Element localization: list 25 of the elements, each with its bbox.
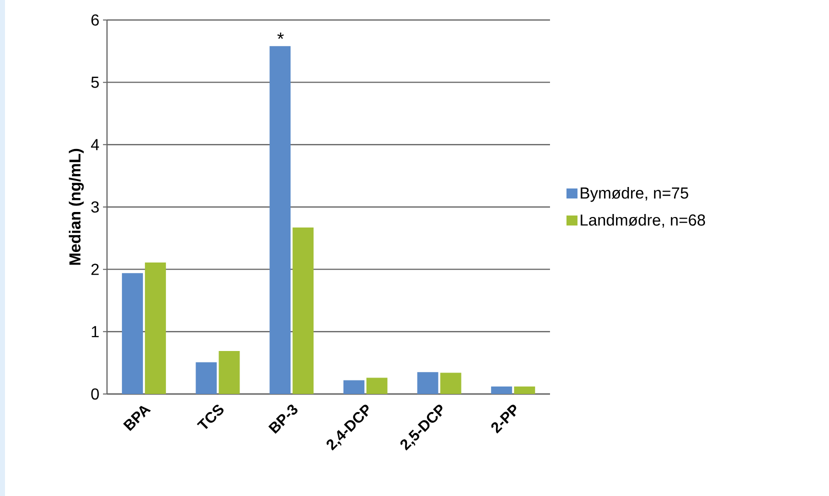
- bar: [270, 46, 291, 394]
- x-tick-label: TCS: [196, 404, 224, 430]
- bar: [343, 380, 364, 394]
- y-tick-label: 4: [90, 139, 100, 150]
- y-tick-label: 0: [91, 388, 99, 400]
- bar: [218, 350, 240, 394]
- y-axis-title: Median (ng/mL): [68, 148, 84, 265]
- y-tick-label: 6: [91, 14, 99, 26]
- bar: [144, 262, 166, 394]
- bar: [292, 228, 314, 394]
- x-tick-label: BPA: [123, 406, 151, 432]
- bar: [491, 386, 512, 394]
- y-tick-label: 5: [91, 76, 99, 88]
- bar: [122, 273, 143, 394]
- bar: [514, 386, 536, 394]
- y-tick-label: 3: [91, 201, 99, 213]
- bar: [417, 372, 438, 394]
- annotation: *: [277, 32, 284, 39]
- legend-label: Landmødre, n=68: [580, 214, 706, 228]
- y-tick-label: 1: [92, 326, 99, 338]
- legend-label: Bymødre, n=75: [580, 186, 688, 202]
- bar: [196, 362, 217, 394]
- y-tick-label: 2: [91, 264, 99, 275]
- bar: [366, 378, 388, 394]
- bar: [440, 372, 462, 394]
